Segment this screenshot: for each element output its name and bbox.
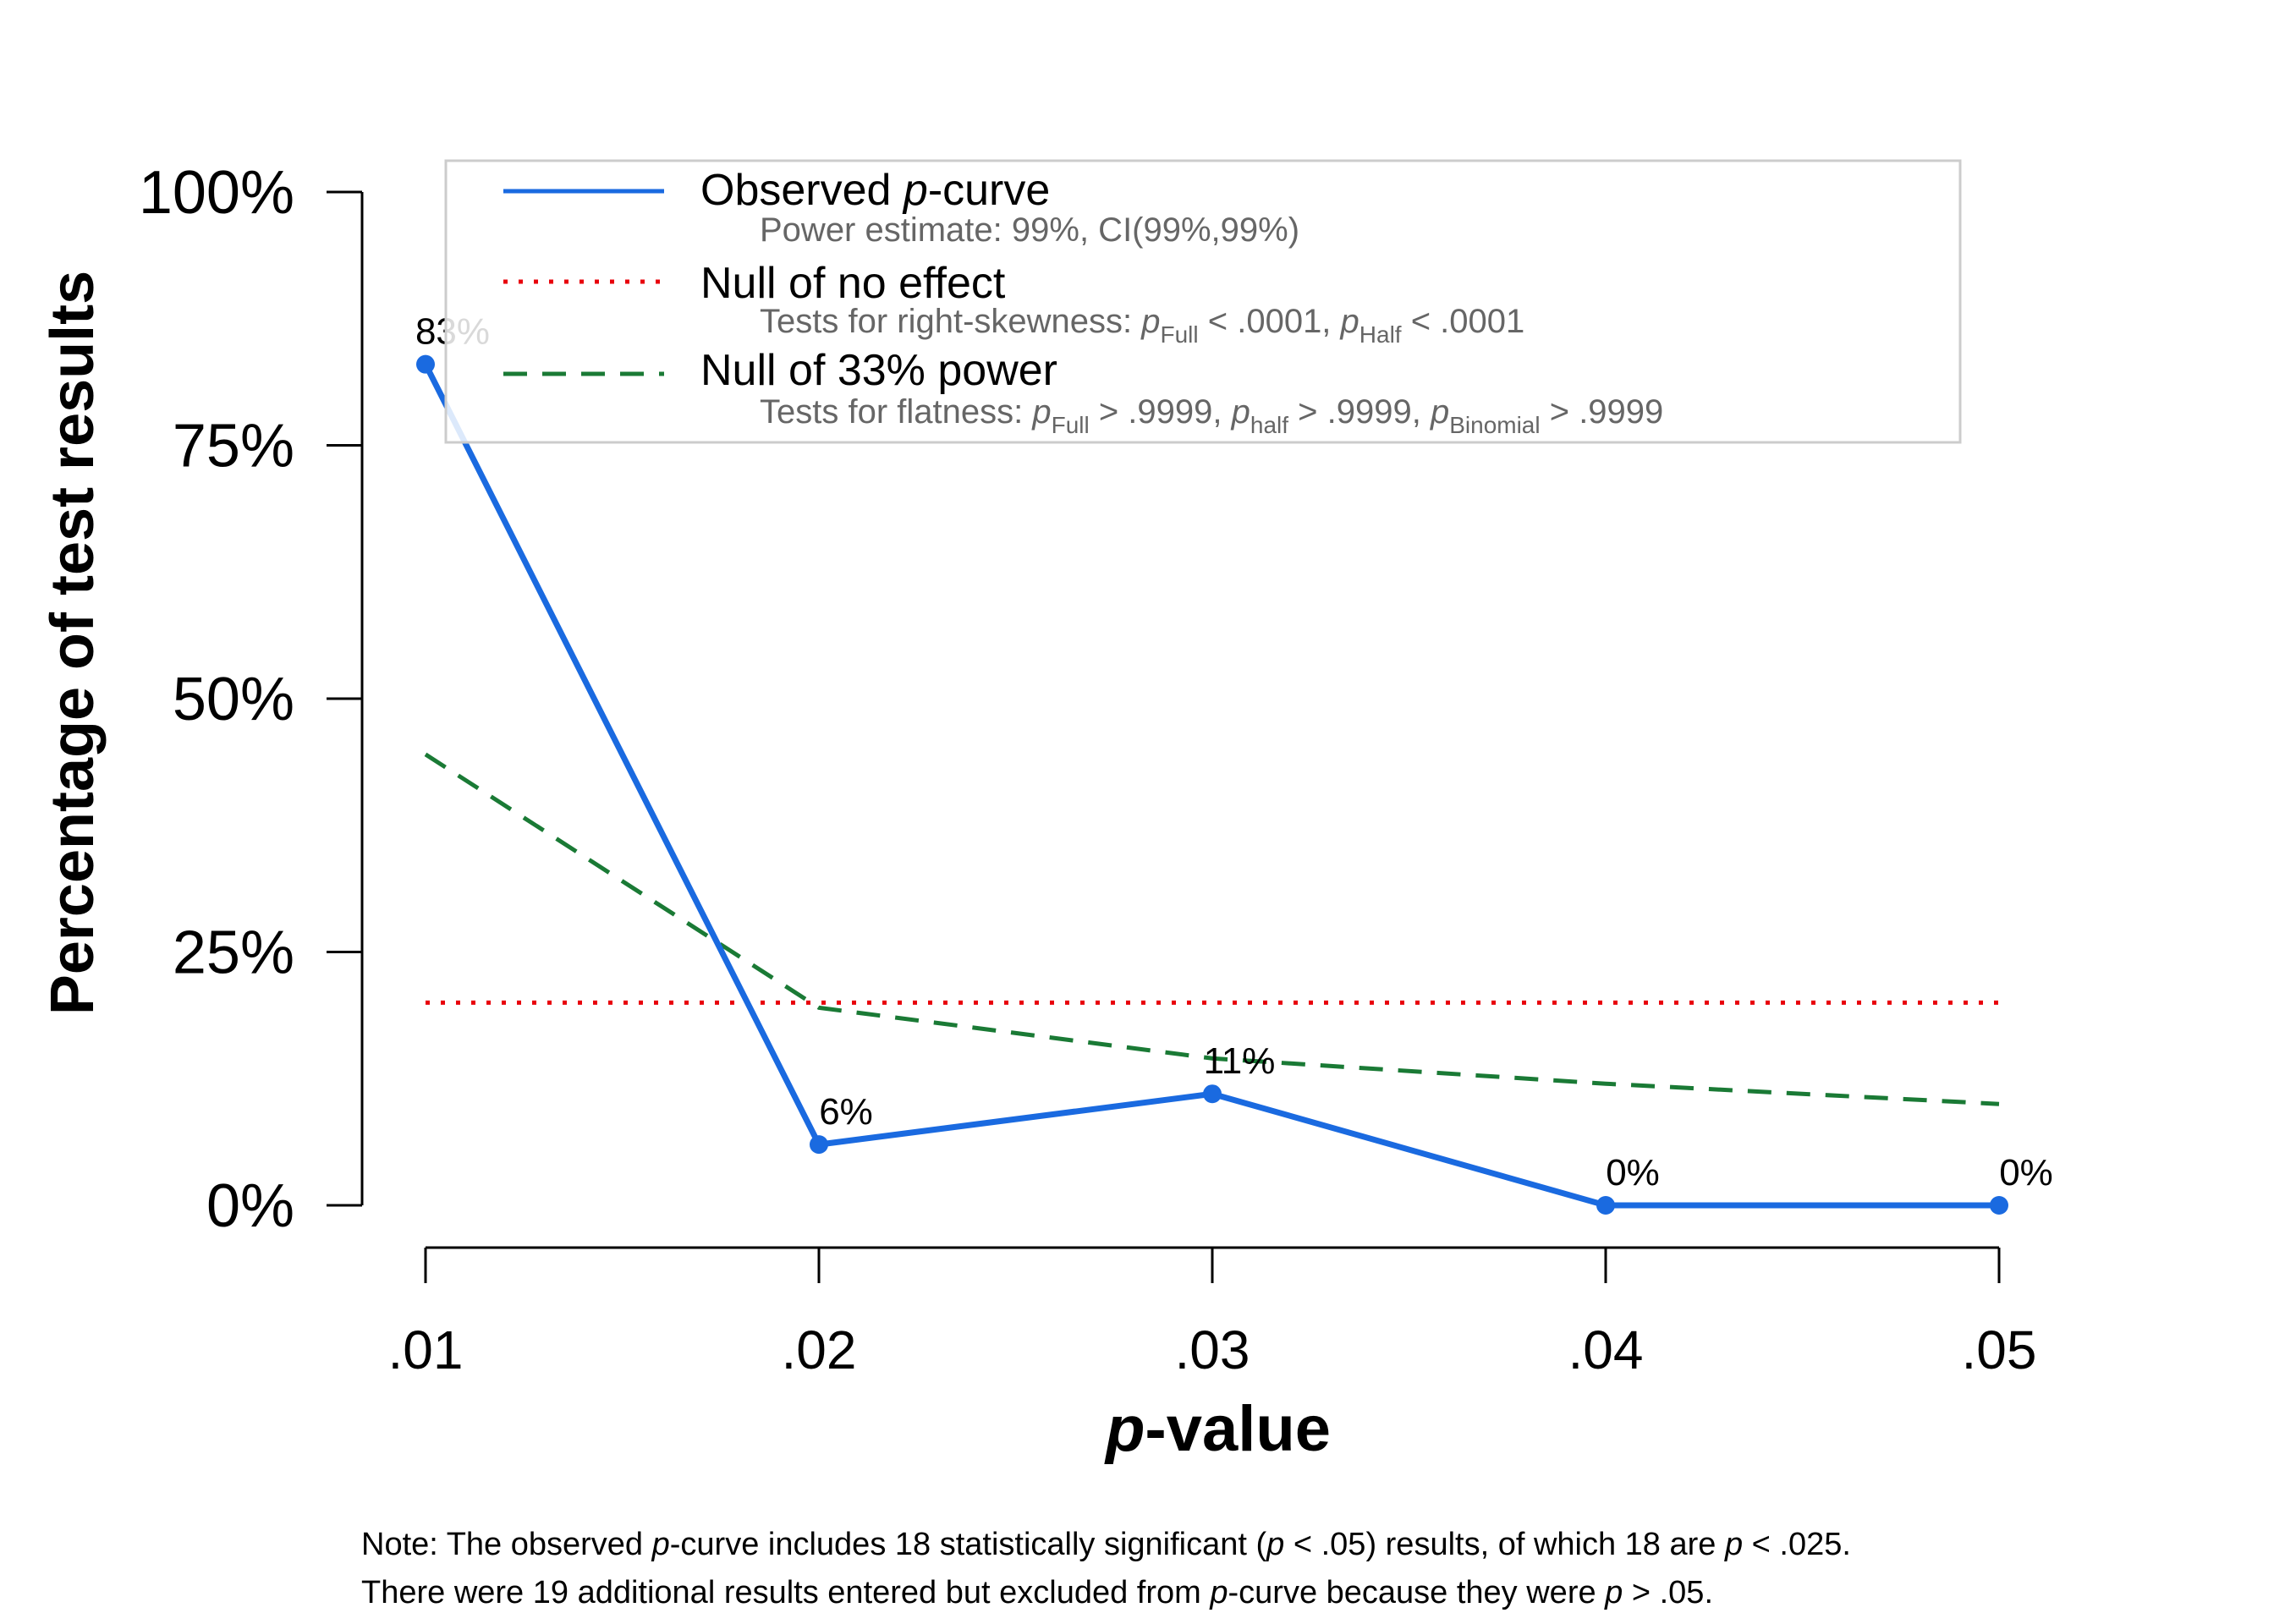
- x-tick-label: .03: [1175, 1320, 1250, 1380]
- series-line-null-33-power: [424, 752, 2000, 1106]
- legend-title-observed: Observed p-curve: [700, 166, 1050, 215]
- y-tick-label: 0%: [206, 1172, 294, 1240]
- legend-box: [444, 159, 1962, 444]
- y-axis-label: Percentage of test results: [39, 271, 107, 1015]
- legend: Observed p-curve Power estimate: 99%, CI…: [444, 159, 1962, 444]
- data-label: 6%: [819, 1091, 873, 1133]
- legend-title-null-no-effect: Null of no effect: [700, 259, 1006, 308]
- data-point: [1596, 1196, 1615, 1215]
- data-points: [416, 354, 2008, 1215]
- legend-sub-null-33-power: Tests for flatness: pFull > .9999, phalf…: [760, 393, 1663, 438]
- data-point: [1990, 1196, 2008, 1215]
- legend-title-null-33-power: Null of 33% power: [700, 346, 1057, 395]
- data-label: 0%: [1999, 1152, 2053, 1193]
- data-point: [416, 354, 435, 374]
- legend-sub-observed: Power estimate: 99%, CI(99%,99%): [760, 211, 1299, 249]
- y-tick-label: 100%: [139, 159, 294, 227]
- x-tick-label: .02: [782, 1320, 857, 1380]
- x-tick-label: .04: [1568, 1320, 1644, 1380]
- x-tick-label: .01: [388, 1320, 464, 1380]
- y-tick-label: 50%: [173, 666, 294, 733]
- x-tick-label: .05: [1962, 1320, 2037, 1380]
- legend-sub-null-no-effect: Tests for right-skewness: pFull < .0001,…: [760, 303, 1524, 348]
- x-ticks: .01 .02 .03 .04 .05: [388, 1248, 2037, 1380]
- footnote-line-1: Note: The observed p-curve includes 18 s…: [361, 1527, 1851, 1562]
- data-point: [1203, 1084, 1222, 1104]
- footnote-line-2: There were 19 additional results entered…: [361, 1575, 1713, 1610]
- footnote: Note: The observed p-curve includes 18 s…: [361, 1527, 1851, 1610]
- y-tick-label: 75%: [173, 413, 294, 480]
- y-ticks: 0% 25% 50% 75% 100%: [139, 159, 362, 1240]
- x-axis-label: p-value: [1104, 1393, 1331, 1465]
- data-label: 0%: [1606, 1152, 1660, 1193]
- data-label: 11%: [1204, 1040, 1276, 1082]
- data-point: [810, 1135, 828, 1155]
- y-tick-label: 25%: [173, 919, 294, 987]
